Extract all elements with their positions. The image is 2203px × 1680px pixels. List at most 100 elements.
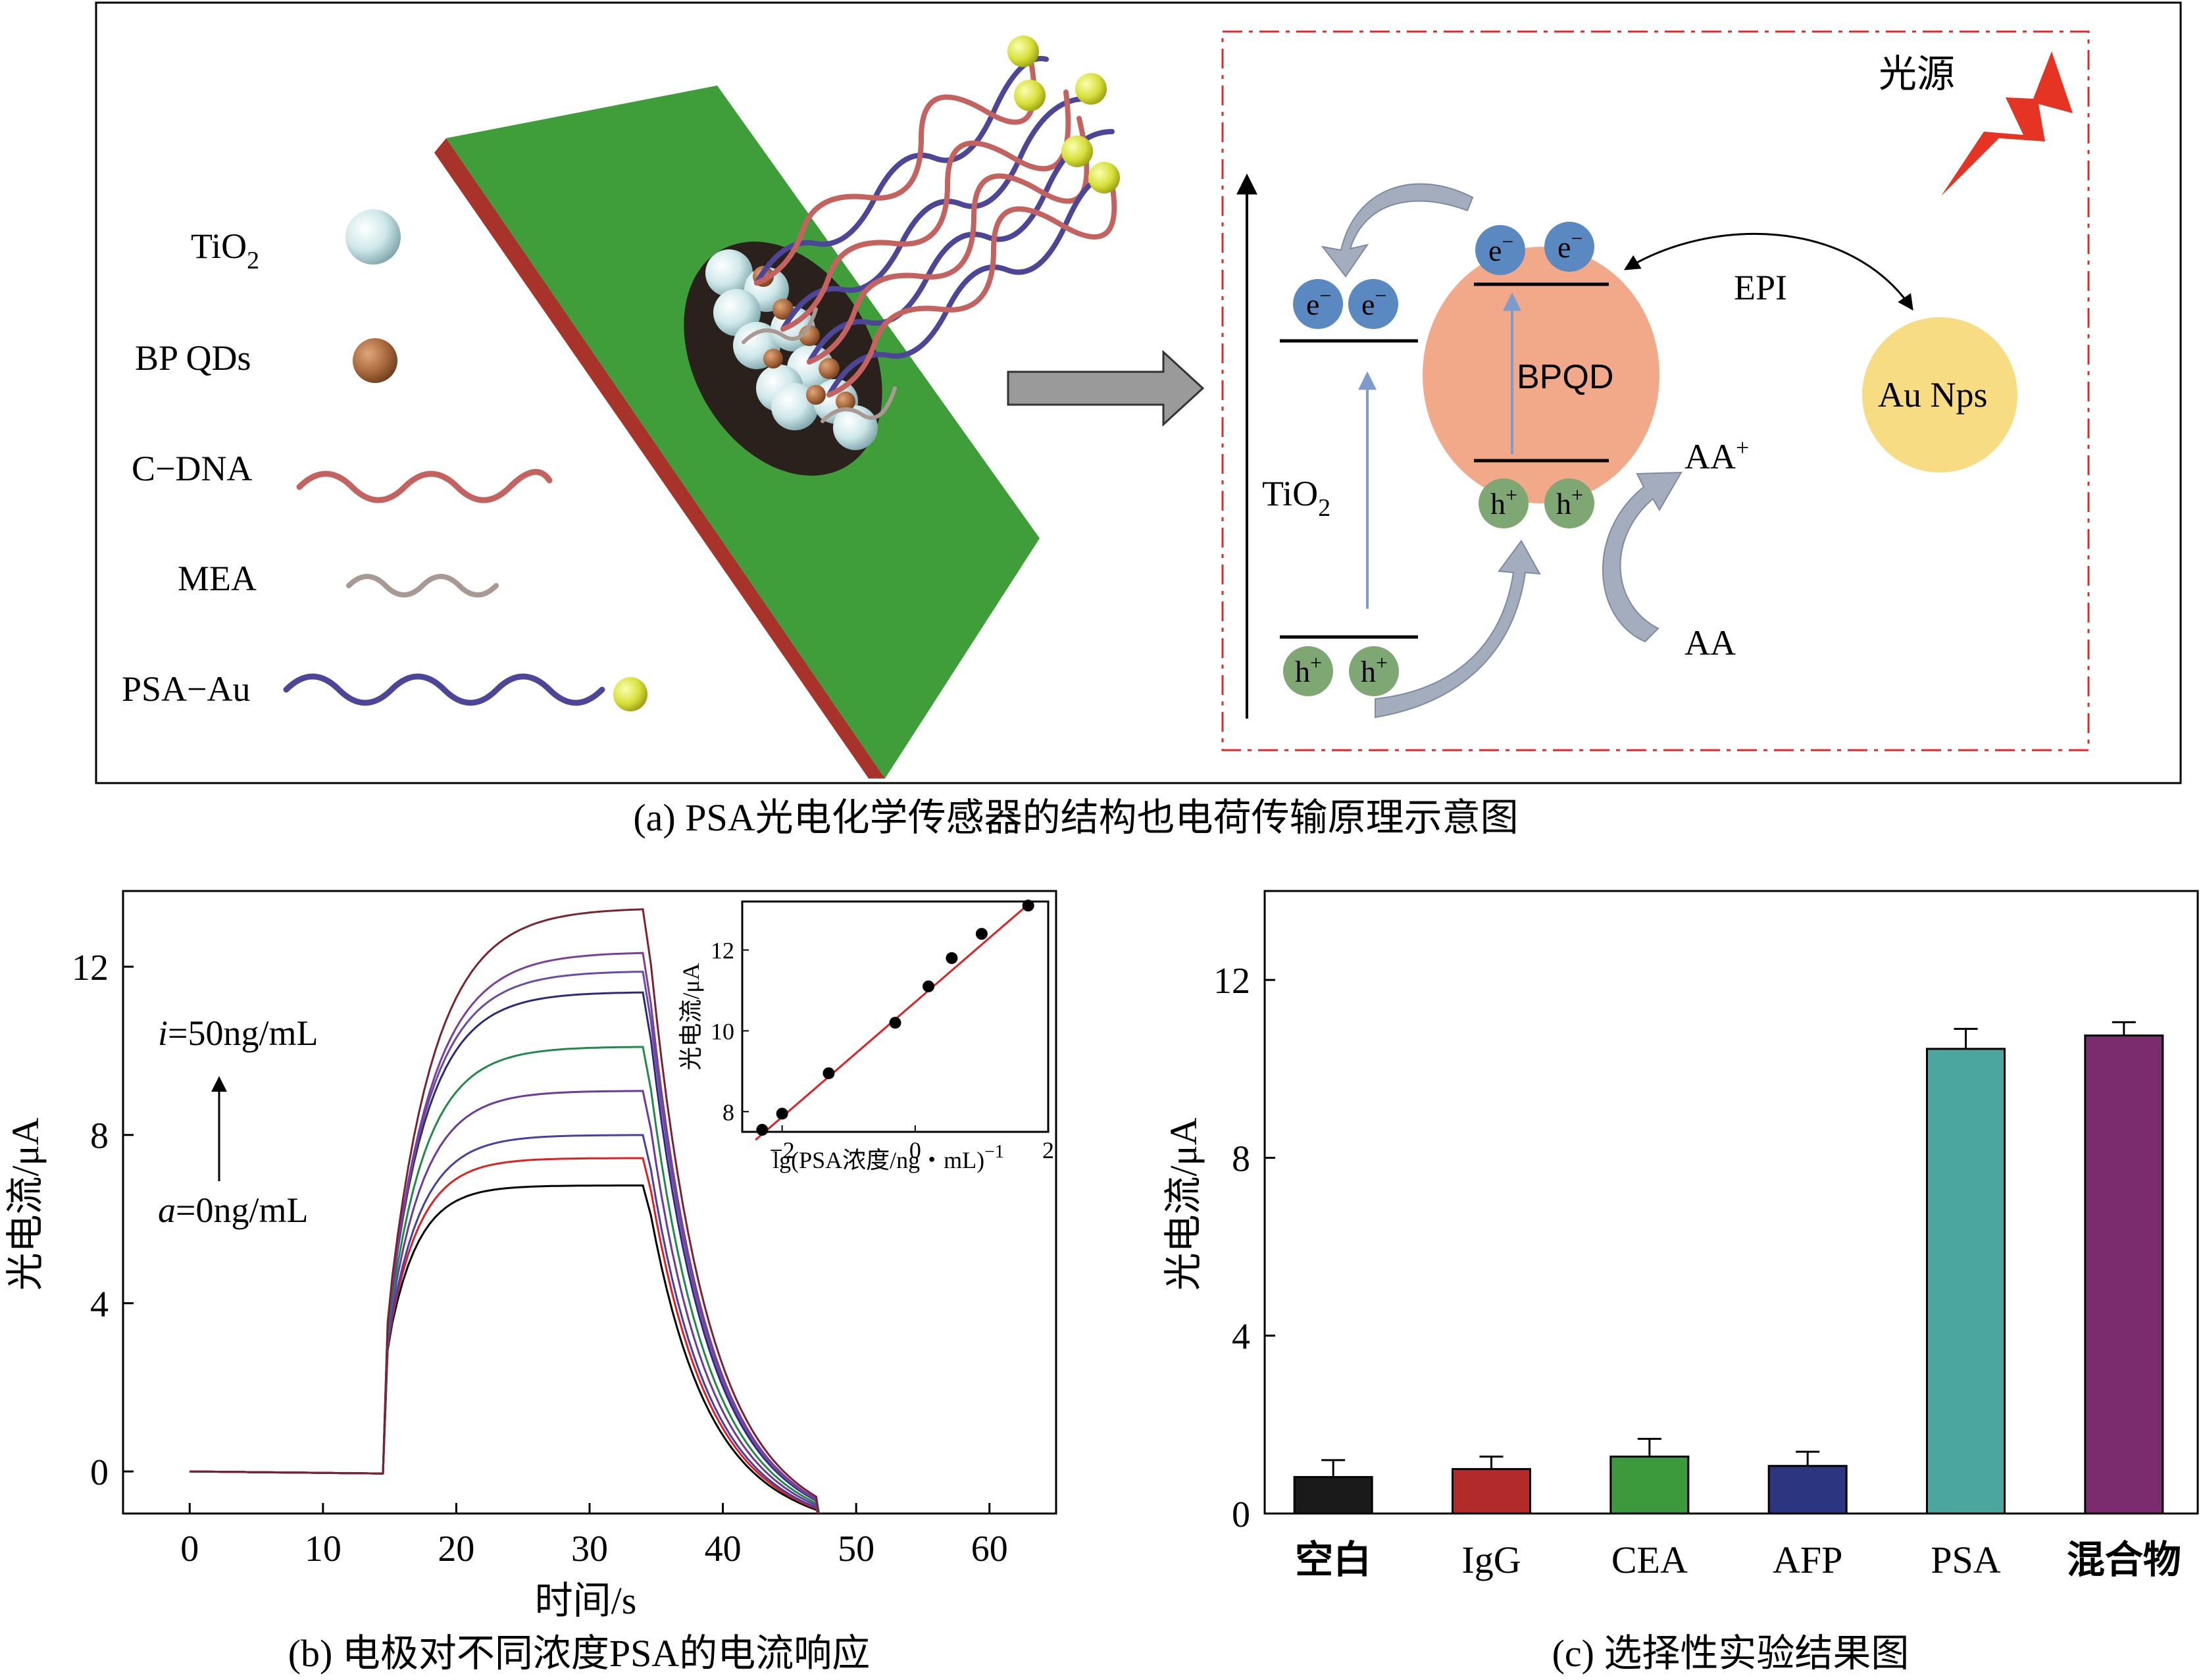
au-nps-sphere — [1862, 317, 2017, 472]
aa-plus-label: AA+ — [1684, 434, 1749, 476]
inset-y-tick-label: 10 — [711, 1018, 734, 1044]
panel-b-ylabel: 光电流/μA — [4, 1117, 47, 1290]
lightning-bolt-icon — [1941, 51, 2073, 196]
category-label: 空白 — [1295, 1539, 1371, 1581]
x-tick-label: 30 — [571, 1529, 608, 1569]
bpqd-label: BPQD — [1517, 358, 1613, 396]
electrode — [434, 36, 1120, 778]
panel-a: TiO2 BP QDs C−DNA MEA PSA−Au — [95, 1, 2182, 839]
panel-c: 0 4 8 12 空白 IgG CEA AFP PSA 混合物 光电流/μA (c) 选择性实验… — [1162, 890, 2199, 1675]
y-tick-label: 4 — [90, 1284, 109, 1325]
category-label: PSA — [1931, 1539, 2001, 1581]
y-tick-label: 8 — [90, 1116, 109, 1157]
series-line-i — [190, 908, 820, 1514]
inset-point — [776, 1107, 788, 1120]
y-tick-label: 4 — [1232, 1317, 1250, 1358]
white-sphere-icon — [345, 209, 401, 265]
inset-point — [823, 1067, 835, 1079]
x-tick-label: 20 — [438, 1529, 474, 1569]
x-tick-label: 50 — [838, 1529, 874, 1569]
inset-xlabel: lg(PSA浓度/ng・mL)−1 — [772, 1142, 1004, 1173]
svg-text:e−: e− — [1306, 284, 1331, 321]
y-tick-label: 0 — [1232, 1494, 1250, 1535]
mechanism-frame — [1221, 30, 2090, 751]
annotation-bottom: a=0ng/mL — [158, 1190, 308, 1230]
svg-text:e−: e− — [1488, 230, 1513, 267]
svg-text:h+: h+ — [1490, 483, 1517, 521]
panel-b-axes: 0 10 20 30 40 50 60 0 4 8 12 — [72, 948, 1008, 1569]
legend-label-bpqds: BP QDs — [135, 338, 251, 378]
aa-label: AA — [1684, 623, 1736, 663]
panel-b-xlabel: 时间/s — [535, 1579, 637, 1622]
panel-b-caption: (b) 电极对不同浓度PSA的电流响应 — [288, 1632, 871, 1675]
panel-a-caption: (a) PSA光电化学传感器的结构也电荷传输原理示意图 — [633, 796, 1518, 839]
inset-plot-frame — [741, 900, 1050, 1133]
inset-x-tick-label: 2 — [1042, 1137, 1054, 1163]
tio2-hole: h+ — [1349, 646, 1399, 696]
legend-label-cdna: C−DNA — [132, 449, 252, 488]
electron-transfer-arrow-icon — [1321, 183, 1474, 278]
inset-point — [946, 952, 958, 964]
y-tick-label: 12 — [1213, 961, 1250, 1002]
electrode-side — [434, 138, 885, 778]
au-nps-label: Au Nps — [1878, 375, 1988, 415]
light-source-label: 光源 — [1879, 53, 1955, 95]
bpqd-hole: h+ — [1544, 478, 1594, 528]
x-tick-label: 40 — [705, 1529, 742, 1569]
inset-point — [889, 1017, 901, 1029]
bar-2 — [1609, 1456, 1690, 1515]
svg-text:h+: h+ — [1556, 483, 1583, 521]
x-tick-label: 60 — [971, 1529, 1008, 1569]
epi-arrow — [1623, 232, 1913, 311]
inset-point — [1022, 900, 1034, 912]
inset-marks — [755, 900, 1034, 1141]
blue-helix-icon — [283, 673, 605, 706]
tio2-electron: e− — [1348, 279, 1398, 329]
inset-point — [756, 1123, 769, 1136]
category-label: IgG — [1461, 1539, 1521, 1581]
inset-ylabel: 光电流/μA — [678, 963, 704, 1070]
tio2-label: TiO2 — [1262, 474, 1330, 522]
series-line-a — [190, 1184, 820, 1514]
inset-point — [975, 928, 988, 940]
bar-5 — [2084, 1034, 2164, 1515]
brown-sphere-icon — [353, 338, 397, 383]
panel-b-curves — [190, 908, 820, 1514]
bpqd-electron: e− — [1475, 225, 1525, 275]
grey-helix-icon — [346, 574, 499, 598]
panel-c-axes: 0 4 8 12 — [1213, 961, 1275, 1535]
red-helix-icon — [296, 469, 553, 503]
annotation-top: i=50ng/mL — [158, 1013, 318, 1053]
inset-point — [923, 980, 935, 992]
category-label: AFP — [1773, 1539, 1842, 1581]
panel-c-bars: 空白 IgG CEA AFP PSA 混合物 — [1293, 1021, 2181, 1581]
y-tick-label: 0 — [90, 1452, 109, 1493]
inset-x-tick-label: −2 — [769, 1137, 794, 1163]
bar-4 — [1926, 1048, 2006, 1515]
inset-axes: −2 0 2 8 10 12 — [711, 938, 1054, 1163]
legend-label-psa-au: PSA−Au — [122, 669, 251, 709]
dna-strands — [742, 37, 1117, 423]
category-label: CEA — [1611, 1539, 1688, 1581]
legend: TiO2 BP QDs C−DNA MEA PSA−Au — [122, 209, 647, 711]
legend-label-mea: MEA — [178, 559, 257, 598]
series-line-f — [190, 991, 820, 1514]
svg-text:h+: h+ — [1295, 651, 1322, 688]
svg-text:h+: h+ — [1361, 651, 1388, 688]
gold-balls — [1007, 36, 1120, 193]
series-line-d — [190, 1090, 820, 1514]
panel-a-frame — [95, 1, 2182, 784]
bar-1 — [1452, 1467, 1531, 1515]
bpqd-sphere — [1423, 247, 1659, 503]
panel-c-plot-frame — [1263, 890, 2199, 1515]
x-tick-label: 0 — [180, 1529, 199, 1569]
legend-label-tio2: TiO2 — [191, 226, 259, 274]
gold-ball-icon — [613, 677, 647, 711]
panel-c-ylabel: 光电流/μA — [1162, 1117, 1205, 1290]
aa-oxidation-arrow-icon — [1602, 471, 1683, 643]
category-label: 混合物 — [2067, 1539, 2181, 1581]
hole-transfer-arrow-icon — [1375, 540, 1541, 719]
inset-y-tick-label: 8 — [722, 1099, 734, 1125]
